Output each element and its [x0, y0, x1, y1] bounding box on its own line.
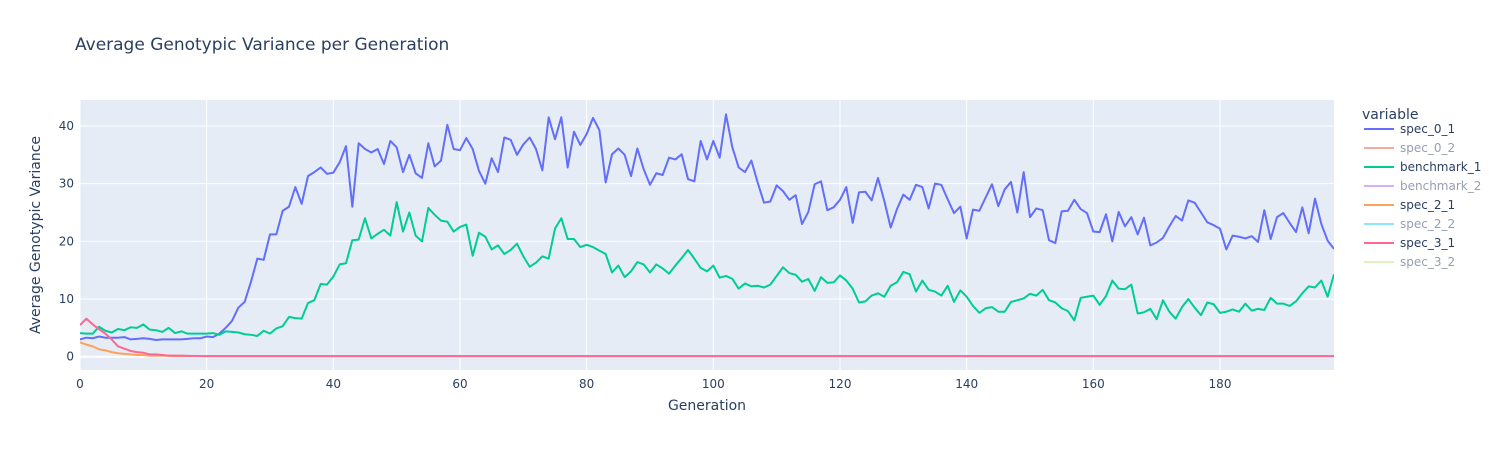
legend-item-spec-3-2[interactable]: spec_3_2	[1364, 255, 1455, 269]
y-tick-label: 10	[59, 292, 74, 306]
x-tick-label: 60	[452, 377, 467, 391]
x-tick-label: 20	[199, 377, 214, 391]
legend-title: variable	[1362, 107, 1418, 123]
legend-label: spec_3_2	[1400, 255, 1455, 269]
legend-item-spec-2-2[interactable]: spec_2_2	[1364, 217, 1455, 231]
series-line-benchmark-1	[80, 201, 1334, 337]
series-line-spec-0-1	[80, 113, 1334, 341]
x-tick-label: 0	[76, 377, 84, 391]
legend-label: benchmark_1	[1400, 160, 1481, 174]
legend-item-spec-0-1[interactable]: spec_0_1	[1364, 122, 1455, 136]
legend-label: spec_2_2	[1400, 217, 1455, 231]
legend-label: benchmark_2	[1400, 179, 1481, 193]
x-tick-label: 80	[579, 377, 594, 391]
y-tick-label: 40	[59, 119, 74, 133]
legend: variable spec_0_1 spec_0_2 benchmark_1benc…	[1362, 107, 1481, 269]
series-line-spec-3-1	[80, 317, 1334, 358]
legend-item-spec-0-2[interactable]: spec_0_2	[1364, 141, 1455, 155]
y-tick-label: 20	[59, 234, 74, 248]
x-tick-label: 180	[1209, 377, 1232, 391]
legend-label: spec_2_1	[1400, 198, 1455, 212]
x-axis-title: Generation	[668, 398, 746, 414]
legend-label: spec_0_2	[1400, 141, 1455, 155]
y-axis-ticks: 0 10 20 30 40	[59, 119, 74, 364]
x-tick-label: 40	[326, 377, 341, 391]
x-tick-label: 140	[955, 377, 978, 391]
chart-title: Average Genotypic Variance per Generatio…	[75, 35, 449, 55]
legend-item-spec-2-1[interactable]: spec_2_1	[1364, 198, 1455, 212]
legend-item-benchmark-1[interactable]: benchmark_1	[1364, 160, 1481, 174]
legend-label: spec_3_1	[1400, 236, 1455, 250]
x-axis-ticks: 0 20 40 60 80 100 120 140 160 180	[76, 377, 1231, 391]
x-tick-label: 160	[1082, 377, 1105, 391]
y-axis-title: Average Genotypic Variance	[28, 136, 44, 334]
x-tick-label: 100	[702, 377, 725, 391]
x-tick-label: 120	[829, 377, 852, 391]
plot-area	[80, 100, 1334, 370]
y-tick-label: 30	[59, 177, 74, 191]
series-lines	[80, 113, 1334, 358]
legend-item-spec-3-1[interactable]: spec_3_1	[1364, 236, 1455, 250]
legend-item-benchmark-2[interactable]: benchmark_2	[1364, 179, 1481, 193]
y-tick-label: 0	[66, 350, 74, 364]
legend-label: spec_0_1	[1400, 122, 1455, 136]
